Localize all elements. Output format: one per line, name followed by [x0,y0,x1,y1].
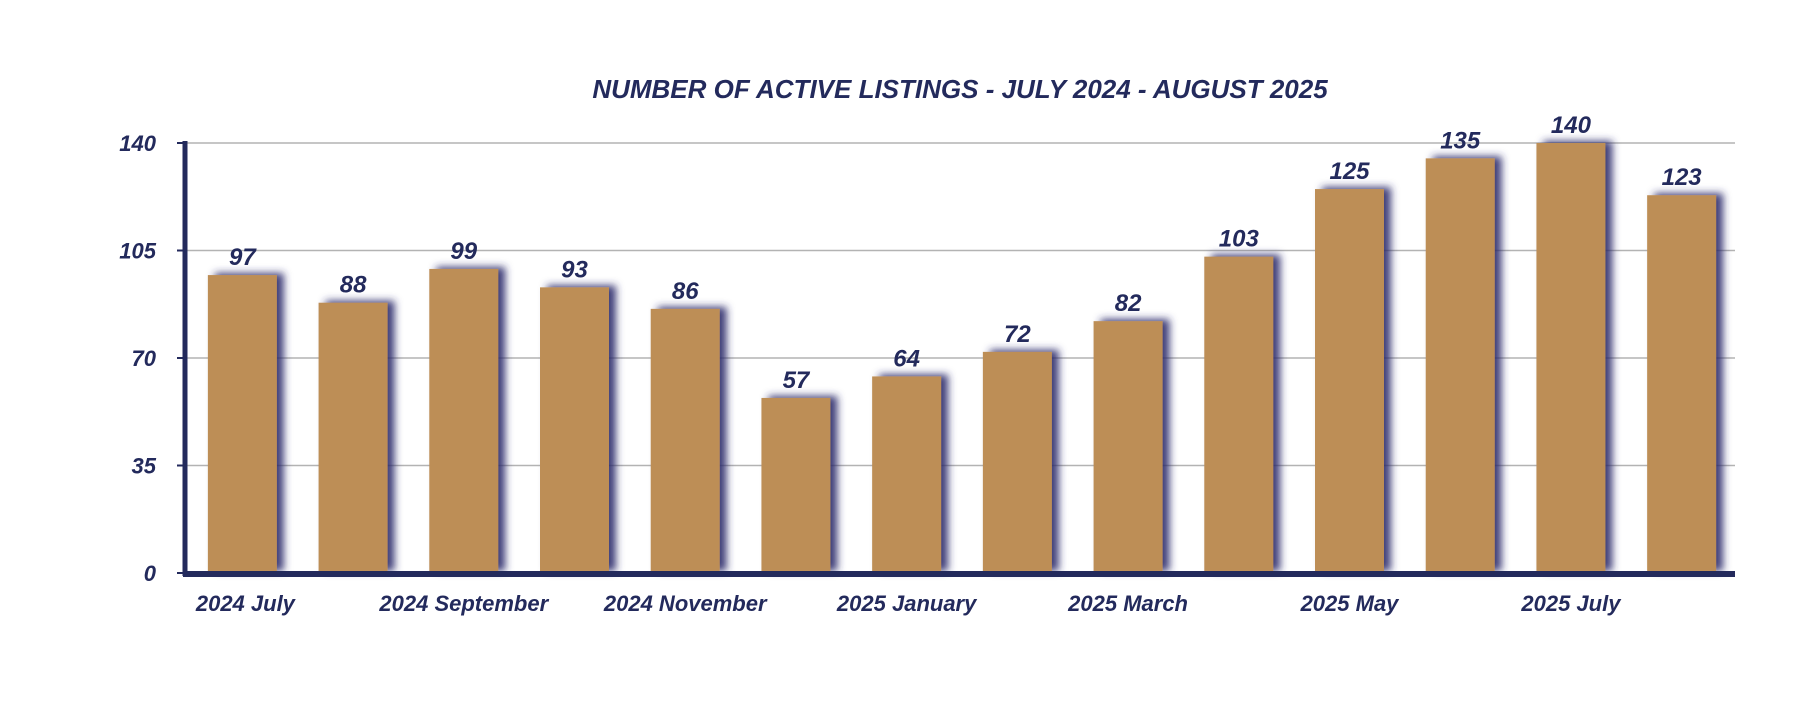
x-tick-label: 2024 July [195,591,297,616]
y-tick-label: 105 [119,239,156,264]
x-tick-label: 2025 March [1067,591,1188,616]
bar [650,308,720,573]
bar [429,268,499,573]
data-label: 57 [783,367,811,394]
data-label: 86 [672,278,699,305]
y-tick-label: 35 [132,454,157,479]
bar [318,302,388,573]
bar [982,351,1052,573]
data-label: 99 [450,238,477,265]
bar [1536,143,1606,573]
data-label: 103 [1219,226,1260,253]
x-tick-label: 2025 January [836,591,978,616]
data-label: 72 [1004,321,1031,348]
data-label: 82 [1115,290,1142,317]
data-label: 64 [893,345,920,372]
data-label: 135 [1440,127,1481,154]
bars [207,143,1717,574]
data-label: 93 [561,256,588,283]
x-axis-labels: 2024 July 2024 September 2024 November 2025… [195,591,1622,616]
y-tick-label: 0 [144,561,157,586]
bar [207,275,277,573]
bar [1425,158,1495,573]
data-label: 125 [1329,158,1370,185]
data-label: 97 [229,244,257,271]
bar [1315,189,1384,574]
y-tick-label: 140 [119,131,156,156]
axes [182,141,1735,577]
data-labels: 97 88 99 93 86 57 64 72 82 103 125 135 140 123 [229,112,1702,394]
bar [761,397,831,573]
bar [1204,256,1274,573]
y-axis-ticks: 0 35 70 105 140 [119,131,185,586]
x-tick-label: 2024 September [378,591,549,616]
chart-title: NUMBER OF ACTIVE LISTINGS - JULY 2024 - … [592,74,1328,104]
bar [1647,195,1717,573]
bar [872,376,942,573]
x-tick-label: 2025 July [1520,591,1622,616]
y-tick-label: 70 [132,346,157,371]
bar [540,287,609,573]
data-label: 123 [1662,164,1703,191]
grid-lines [185,142,1735,467]
x-tick-label: 2024 November [603,591,768,616]
data-label: 88 [340,272,367,299]
bar [1093,321,1163,573]
x-tick-label: 2025 May [1300,591,1401,616]
data-label: 140 [1551,112,1592,139]
